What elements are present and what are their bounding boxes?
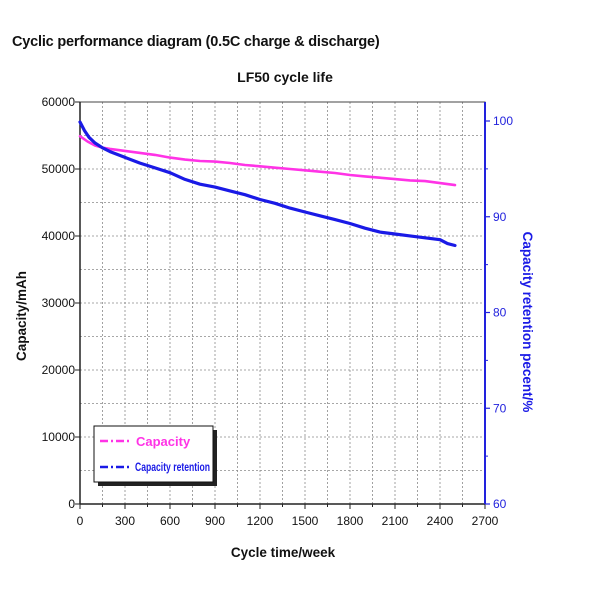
x-tick-label: 1500 [292, 514, 319, 528]
data-series [78, 120, 457, 248]
y-tick-label: 0 [68, 497, 75, 511]
y-axis-title: Capacity/mAh [14, 271, 29, 361]
x-axis-title: Cycle time/week [231, 545, 336, 560]
x-tick-label: 1200 [247, 514, 274, 528]
y2-tick-label: 70 [493, 401, 507, 415]
x-tick-label: 2700 [472, 514, 499, 528]
right-y-axis-title: Capacity retention pecent/% [520, 232, 535, 413]
legend-label-capacity-retention: Capacity retention [135, 462, 210, 474]
figure-heading: Cyclic performance diagram (0.5C charge … [12, 34, 380, 50]
y-tick-label: 10000 [42, 430, 76, 444]
legend-label-capacity: Capacity [136, 434, 191, 449]
chart-title: LF50 cycle life [237, 69, 333, 85]
series-line-capacity-retention [78, 120, 457, 248]
x-tick-label: 0 [77, 514, 84, 528]
y-tick-label: 50000 [42, 162, 76, 176]
y-tick-label: 30000 [42, 296, 76, 310]
y-tick-label: 60000 [42, 95, 76, 109]
legend-box [93, 425, 214, 483]
x-tick-label: 1800 [337, 514, 364, 528]
y2-tick-label: 100 [493, 114, 513, 128]
axis-ticks: 0 300 600 900 1200 1500 1800 2100 2400 2700 0 10000… [42, 95, 514, 528]
y2-tick-label: 90 [493, 210, 507, 224]
y-tick-label: 20000 [42, 363, 76, 377]
y2-tick-label: 80 [493, 306, 507, 320]
x-tick-label: 900 [205, 514, 225, 528]
x-tick-label: 2400 [427, 514, 454, 528]
series-line-capacity [78, 134, 457, 187]
y2-tick-label: 60 [493, 497, 507, 511]
x-tick-label: 300 [115, 514, 135, 528]
legend: Capacity Capacity retention [93, 425, 217, 486]
x-tick-label: 600 [160, 514, 180, 528]
y-tick-label: 40000 [42, 229, 76, 243]
x-tick-label: 2100 [382, 514, 409, 528]
